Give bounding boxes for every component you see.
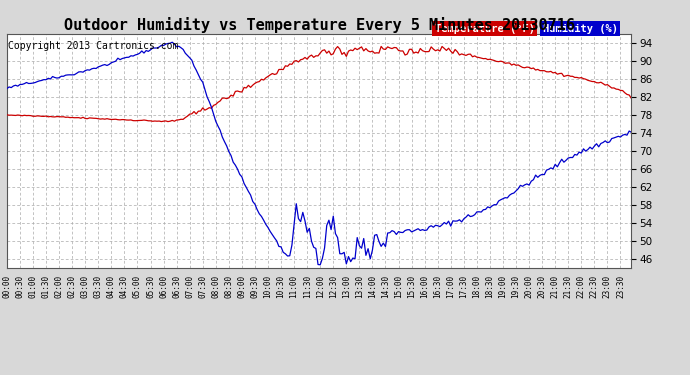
Text: Temperature (°F): Temperature (°F): [435, 24, 535, 34]
Text: Humidity (%): Humidity (%): [542, 24, 618, 34]
Text: Copyright 2013 Cartronics.com: Copyright 2013 Cartronics.com: [8, 41, 179, 51]
Title: Outdoor Humidity vs Temperature Every 5 Minutes 20130716: Outdoor Humidity vs Temperature Every 5 …: [63, 16, 575, 33]
